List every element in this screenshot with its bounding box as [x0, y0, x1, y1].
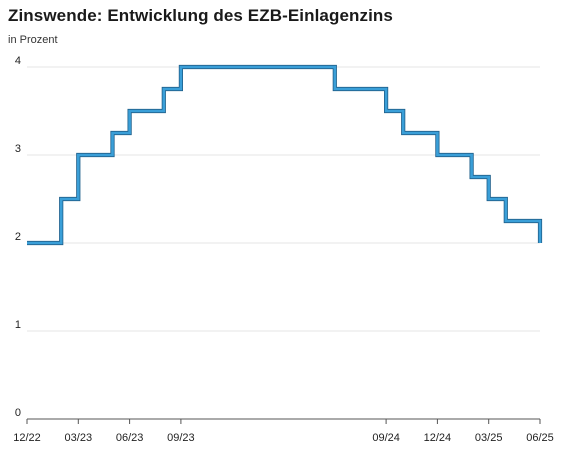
x-tick-label: 03/25	[475, 432, 503, 444]
series-layer	[27, 64, 543, 246]
x-tick-label: 09/24	[372, 432, 400, 444]
x-tick-label: 03/23	[65, 432, 93, 444]
chart-subtitle: in Prozent	[8, 34, 58, 46]
x-tick-label: 09/23	[167, 432, 195, 444]
y-tick-label: 1	[15, 319, 21, 331]
series-line	[27, 65, 542, 245]
x-tick-label: 06/23	[116, 432, 144, 444]
axes: 0 1 2 3 4 12/22 03/23 06/23 09/23 09/24 12/24 03/25…	[13, 55, 554, 444]
y-tick-label: 4	[15, 55, 21, 67]
gridlines	[27, 66, 540, 420]
y-tick-label: 3	[15, 143, 21, 155]
y-tick-label: 2	[15, 231, 21, 243]
y-tick-label: 0	[15, 407, 21, 419]
x-tick-label: 12/24	[424, 432, 452, 444]
chart-title: Zinswende: Entwicklung des EZB-Einlagenz…	[8, 6, 393, 25]
x-tick-label: 12/22	[13, 432, 41, 444]
x-tick-label: 06/25	[526, 432, 554, 444]
